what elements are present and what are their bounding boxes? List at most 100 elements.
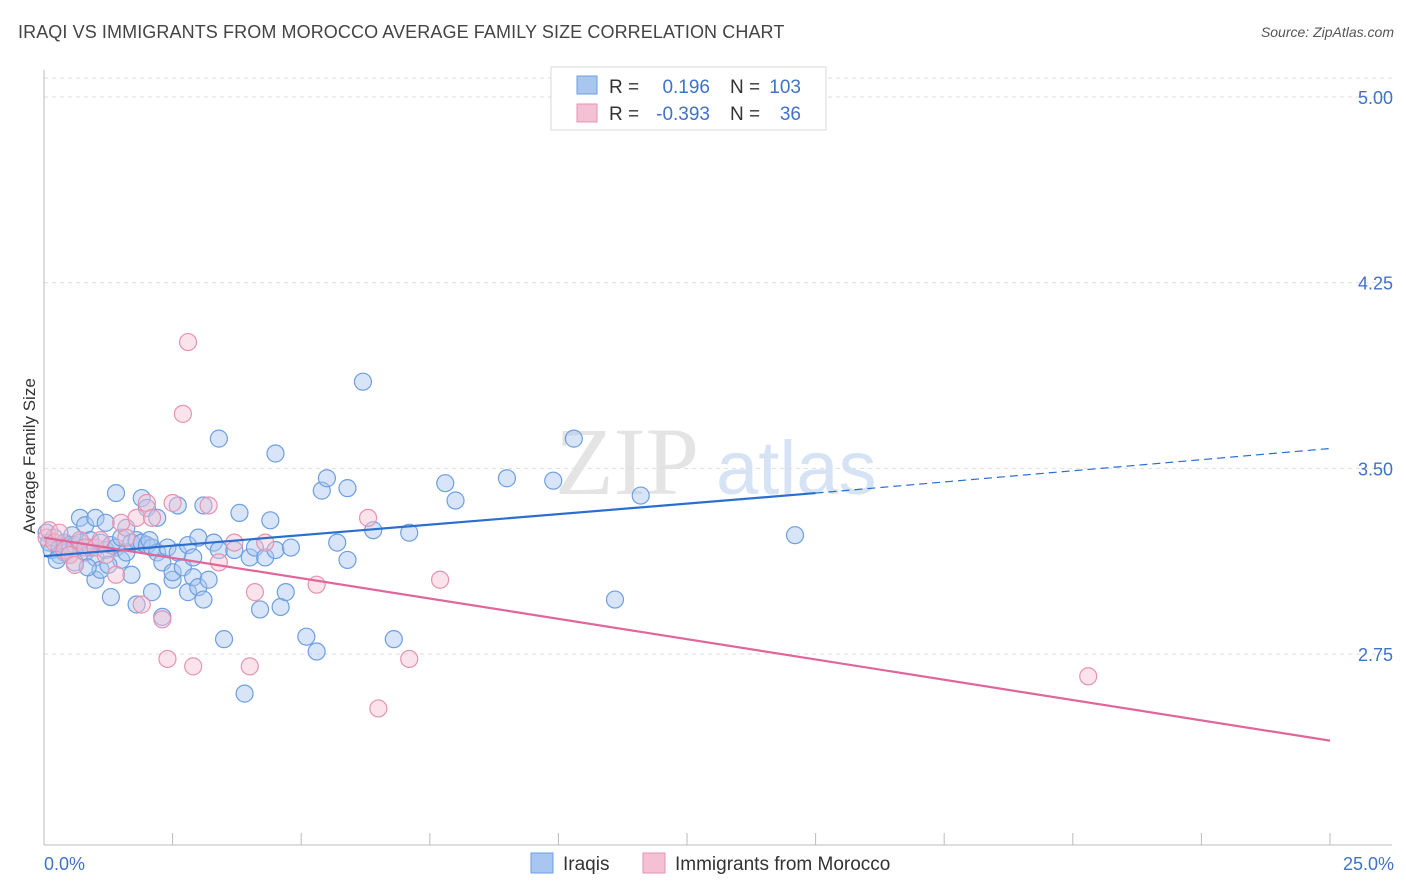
point-morocco-24 xyxy=(184,657,203,676)
point-iraqis-56 xyxy=(184,548,203,567)
point-morocco-32 xyxy=(358,508,378,527)
point-iraqis-79 xyxy=(297,627,316,646)
point-iraqis-83 xyxy=(328,533,347,552)
stats-legend: R = 0.196 N = 103 R = -0.393 N = 36 xyxy=(550,66,827,131)
point-iraqis-60 xyxy=(194,590,213,609)
point-iraqis-61 xyxy=(199,570,218,589)
point-iraqis-67 xyxy=(230,503,249,522)
point-morocco-12 xyxy=(106,565,126,584)
y-tick-label-0: 2.75 xyxy=(1358,645,1393,665)
point-iraqis-68 xyxy=(235,684,254,703)
trend-lines xyxy=(43,447,1331,742)
point-morocco-6 xyxy=(65,555,84,574)
point-morocco-25 xyxy=(199,496,218,515)
point-iraqis-73 xyxy=(261,511,280,530)
legend-r-label-1: R = xyxy=(609,77,639,98)
point-iraqis-93 xyxy=(544,471,563,490)
point-morocco-36 xyxy=(1079,667,1098,686)
watermark-zip: ZIP xyxy=(555,408,699,515)
y-tick-label-2: 4.25 xyxy=(1358,274,1393,294)
axes xyxy=(43,70,1392,846)
data-points xyxy=(37,332,1098,718)
point-iraqis-34 xyxy=(122,565,141,584)
point-iraqis-49 xyxy=(163,563,182,582)
point-iraqis-23 xyxy=(96,513,115,532)
series-legend: Iraqis Immigrants from Morocco xyxy=(530,852,890,875)
point-iraqis-85 xyxy=(338,479,357,498)
point-iraqis-36 xyxy=(127,595,146,614)
point-morocco-35 xyxy=(430,570,450,589)
point-iraqis-69 xyxy=(240,548,259,567)
point-morocco-20 xyxy=(158,649,177,669)
legend-swatch-morocco xyxy=(576,103,598,123)
point-iraqis-96 xyxy=(631,486,650,505)
point-iraqis-71 xyxy=(250,600,270,619)
series-legend-label-morocco: Immigrants from Morocco xyxy=(675,854,890,875)
y-axis-label: Average Family Size xyxy=(20,378,39,534)
point-iraqis-95 xyxy=(605,590,625,609)
point-morocco-15 xyxy=(127,508,146,527)
point-iraqis-80 xyxy=(307,642,326,661)
point-iraqis-37 xyxy=(132,488,151,508)
point-morocco-14 xyxy=(117,528,136,547)
legend-n-value-2: 36 xyxy=(780,104,801,125)
y-tick-label-3: 5.00 xyxy=(1358,88,1393,108)
series-legend-label-iraqis: Iraqis xyxy=(563,854,609,875)
point-morocco-33 xyxy=(369,699,388,718)
point-morocco-23 xyxy=(178,332,198,352)
point-morocco-22 xyxy=(173,404,192,423)
point-morocco-27 xyxy=(225,533,244,552)
point-iraqis-84 xyxy=(338,550,357,570)
legend-n-value-1: 103 xyxy=(769,77,801,98)
point-iraqis-43 xyxy=(148,508,167,527)
point-iraqis-90 xyxy=(436,474,455,493)
point-iraqis-59 xyxy=(194,496,213,515)
trend-line-iraqis-extension xyxy=(815,447,1331,494)
point-iraqis-55 xyxy=(184,568,203,587)
legend-swatch-iraqis xyxy=(576,75,598,95)
series-legend-swatch-iraqis xyxy=(530,852,554,874)
point-iraqis-97 xyxy=(785,526,805,545)
y-tick-label-1: 3.50 xyxy=(1358,459,1393,479)
point-iraqis-94 xyxy=(564,429,583,448)
series-legend-swatch-morocco xyxy=(642,852,666,874)
point-iraqis-48 xyxy=(163,570,182,589)
legend-r-value-2: -0.393 xyxy=(656,104,710,125)
x-tick-label-max: 25.0% xyxy=(1343,854,1394,874)
point-morocco-21 xyxy=(163,493,182,513)
point-iraqis-89 xyxy=(400,523,419,542)
x-tick-label-min: 0.0% xyxy=(44,854,85,874)
point-iraqis-88 xyxy=(384,630,403,649)
point-iraqis-41 xyxy=(142,583,162,602)
trend-line-morocco xyxy=(43,536,1331,742)
point-morocco-26 xyxy=(209,553,228,572)
legend-r-value-1: 0.196 xyxy=(662,77,710,98)
legend-n-label-1: N = xyxy=(730,77,760,98)
point-iraqis-75 xyxy=(266,540,285,560)
point-iraqis-74 xyxy=(266,444,285,463)
legend-n-label-2: N = xyxy=(730,104,760,125)
legend-r-label-2: R = xyxy=(609,104,639,125)
point-iraqis-82 xyxy=(317,469,337,488)
point-iraqis-92 xyxy=(497,469,517,488)
point-iraqis-72 xyxy=(256,548,275,567)
point-iraqis-86 xyxy=(353,372,373,391)
point-morocco-34 xyxy=(400,649,419,669)
y-tick-labels: 2.75 3.50 4.25 5.00 xyxy=(1358,88,1393,665)
point-morocco-29 xyxy=(245,583,265,602)
point-iraqis-78 xyxy=(281,538,301,557)
source-credit: Source: ZipAtlas.com xyxy=(1260,24,1394,40)
trend-line-iraqis xyxy=(43,491,816,558)
point-iraqis-64 xyxy=(209,429,228,448)
point-iraqis-77 xyxy=(276,583,295,602)
point-morocco-18 xyxy=(142,508,162,527)
point-iraqis-26 xyxy=(101,587,120,607)
point-morocco-16 xyxy=(132,595,151,614)
point-iraqis-19 xyxy=(86,508,105,527)
point-morocco-28 xyxy=(240,657,259,676)
point-iraqis-91 xyxy=(446,491,465,510)
chart-title: IRAQI VS IMMIGRANTS FROM MOROCCO AVERAGE… xyxy=(18,22,785,42)
gridlines xyxy=(44,77,1392,655)
point-iraqis-65 xyxy=(214,630,234,649)
